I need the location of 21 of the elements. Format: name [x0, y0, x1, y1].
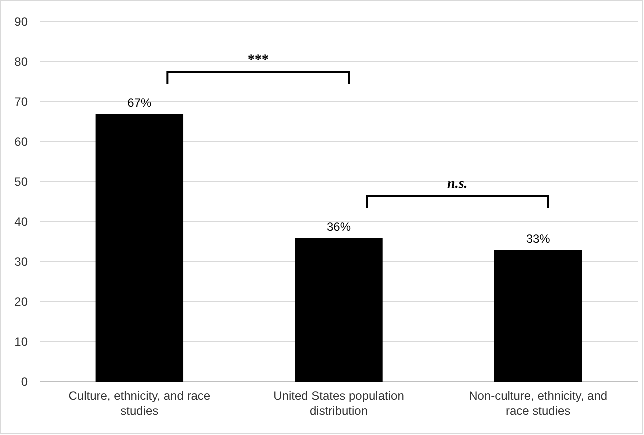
bar — [295, 238, 383, 382]
y-tick-label: 20 — [14, 295, 28, 309]
y-tick-label: 50 — [14, 175, 28, 189]
bar — [494, 250, 582, 382]
data-label: 36% — [326, 220, 352, 234]
y-tick-label: 90 — [14, 15, 28, 29]
annotation: *** — [248, 53, 269, 68]
y-tick-label: 40 — [14, 215, 28, 229]
bar — [96, 114, 184, 382]
y-tick-label: 60 — [14, 135, 28, 149]
data-label: 33% — [526, 232, 551, 246]
y-tick-label: 0 — [21, 375, 28, 389]
y-tick-label: 30 — [14, 255, 28, 269]
x-tick-label: United States population distribution — [274, 389, 404, 418]
data-label: 67% — [128, 96, 152, 110]
annotation: n.s. — [448, 177, 468, 192]
x-tick-label: Non-culture, ethnicity, and race studies — [469, 389, 608, 418]
y-tick-label: 80 — [14, 55, 28, 69]
y-tick-label: 10 — [14, 335, 28, 349]
y-tick-label: 70 — [14, 95, 28, 109]
x-tick-label: Culture, ethnicity, and race studies — [68, 389, 211, 418]
